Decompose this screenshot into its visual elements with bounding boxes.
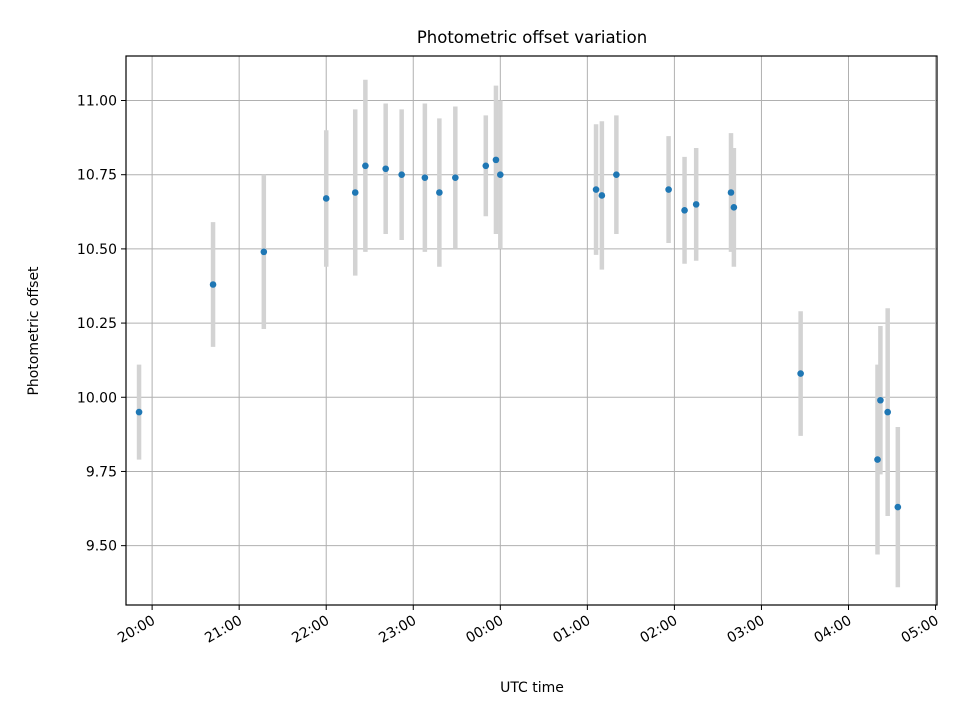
data-point xyxy=(894,503,902,511)
data-point xyxy=(421,174,429,181)
chart-title: Photometric offset variation xyxy=(417,28,647,47)
data-point xyxy=(492,156,500,164)
data-point xyxy=(727,189,735,196)
data-point xyxy=(692,201,700,208)
data-point xyxy=(398,171,405,179)
data-point xyxy=(884,408,891,416)
y-axis-label: Photometric offset xyxy=(26,266,42,396)
data-point xyxy=(592,186,600,193)
data-point xyxy=(613,171,620,179)
data-point xyxy=(452,174,459,181)
data-point xyxy=(436,189,443,196)
y-tick-label: 10.50 xyxy=(77,242,117,258)
y-tick-label: 10.75 xyxy=(77,168,117,184)
y-tick-label: 11.00 xyxy=(77,94,117,110)
y-tick-label: 10.25 xyxy=(77,316,117,332)
data-point xyxy=(351,189,359,196)
data-point xyxy=(797,370,804,377)
x-axis-label: UTC time xyxy=(500,680,564,696)
data-point xyxy=(135,408,143,416)
data-point xyxy=(482,162,490,170)
data-point xyxy=(209,281,217,288)
data-point xyxy=(874,456,881,463)
data-point xyxy=(665,186,672,193)
data-point xyxy=(322,195,330,202)
y-tick-label: 9.50 xyxy=(86,539,117,555)
data-point xyxy=(260,248,268,256)
data-point xyxy=(362,162,369,170)
y-tick-label: 10.00 xyxy=(77,390,117,406)
data-point xyxy=(681,207,688,214)
data-point xyxy=(730,204,738,211)
data-points xyxy=(135,156,902,511)
plot-frame xyxy=(125,55,938,606)
data-point xyxy=(877,396,884,404)
data-point xyxy=(382,165,389,173)
data-point xyxy=(497,171,504,179)
data-point xyxy=(598,192,606,199)
y-tick-label: 9.75 xyxy=(86,464,117,480)
y-axis: 9.50 9.75 10.00 10.25 10.50 10.75 11.00 xyxy=(77,94,126,555)
